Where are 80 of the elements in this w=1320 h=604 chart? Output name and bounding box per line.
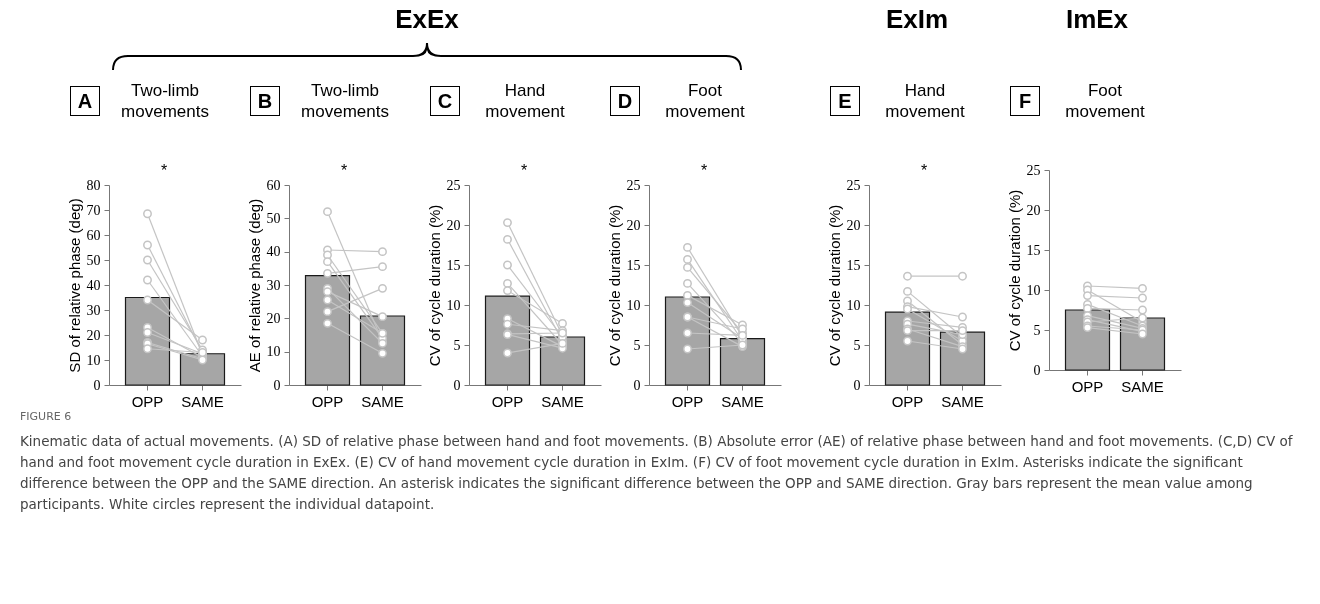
x-tick-label: OPP xyxy=(671,392,704,410)
y-tick-label: 15 xyxy=(846,257,861,273)
y-tick-label: 25 xyxy=(446,177,461,193)
y-tick-label: 10 xyxy=(846,297,861,313)
y-tick-label: 40 xyxy=(266,244,281,260)
chart-title: Hand movement xyxy=(884,80,966,122)
y-axis-title: CV of cycle duration (%) xyxy=(825,204,843,367)
y-tick-label: 10 xyxy=(86,352,101,368)
x-tick-label: SAME xyxy=(181,392,224,410)
chart-title: Hand movement xyxy=(484,80,566,122)
y-axis-title: CV of cycle duration (%) xyxy=(1005,189,1023,352)
text: * xyxy=(520,162,528,179)
text: E xyxy=(830,86,860,116)
y-tick-label: 25 xyxy=(1026,162,1041,178)
x-tick-label: OPP xyxy=(131,392,164,410)
y-axis-title: SD of relative phase (deg) xyxy=(65,198,83,373)
y-tick-label: 40 xyxy=(86,277,101,293)
y-tick-label: 20 xyxy=(446,217,461,233)
x-tick-label: SAME xyxy=(361,392,404,410)
text: Kinematic data of actual movements. (A) SD of relative phase between hand and foot movements. (B) Absolute error (AE) of relative phase between hand and foot movements. (C,D) CV of hand and foot movement cycle duration in ExEx. (E) CV of hand movement cycle duration in ExIm. (F) CV of foot movement cycle duration in ExIm. Asterisks indicate the significant difference between the OPP and the SAME direction. An asterisk indicates the significant difference between the OPP and SAME direction. Gray bars represent the mean value among participants. White circles represent the individual datapoint. xyxy=(20,432,1294,514)
x-tick-label: OPP xyxy=(311,392,344,410)
y-tick-label: 30 xyxy=(86,302,101,318)
y-tick-label: 10 xyxy=(446,297,461,313)
y-tick-label: 5 xyxy=(1033,322,1041,338)
chart-title: Two-limb movements xyxy=(120,80,210,122)
x-tick-label: SAME xyxy=(1121,377,1164,395)
y-tick-label: 15 xyxy=(1026,242,1041,258)
y-axis-title: CV of cycle duration (%) xyxy=(605,204,623,367)
text: A xyxy=(70,86,100,116)
y-tick-label: 20 xyxy=(86,327,101,343)
y-tick-label: 60 xyxy=(86,227,101,243)
text: B xyxy=(250,86,280,116)
y-tick-label: 10 xyxy=(626,297,641,313)
x-tick-label: OPP xyxy=(491,392,524,410)
y-tick-label: 25 xyxy=(846,177,861,193)
x-tick-label: OPP xyxy=(1071,377,1104,395)
y-tick-label: 50 xyxy=(266,210,281,226)
chart-subtitle: ImEx xyxy=(1064,4,1130,35)
x-tick-label: SAME xyxy=(541,392,584,410)
text: * xyxy=(920,162,928,179)
y-tick-label: 20 xyxy=(1026,202,1041,218)
y-tick-label: 10 xyxy=(1026,282,1041,298)
y-tick-label: 0 xyxy=(853,377,861,393)
y-tick-label: 0 xyxy=(93,377,101,393)
text: C xyxy=(430,86,460,116)
x-tick-label: SAME xyxy=(721,392,764,410)
y-axis-title: AE of relative phase (deg) xyxy=(245,198,263,373)
y-tick-label: 25 xyxy=(626,177,641,193)
y-tick-label: 60 xyxy=(266,177,281,193)
y-tick-label: 0 xyxy=(633,377,641,393)
text: * xyxy=(700,162,708,179)
y-tick-label: 20 xyxy=(266,310,281,326)
caption: FIGURE 6 xyxy=(20,410,73,423)
chart-subtitle: ExIm xyxy=(884,4,950,35)
text: D xyxy=(610,86,640,116)
y-tick-label: 20 xyxy=(846,217,861,233)
y-axis-title: CV of cycle duration (%) xyxy=(425,204,443,367)
y-tick-label: 0 xyxy=(1033,362,1041,378)
y-tick-label: 70 xyxy=(86,202,101,218)
y-tick-label: 5 xyxy=(853,337,861,353)
text: * xyxy=(340,162,348,179)
y-tick-label: 0 xyxy=(273,377,281,393)
x-tick-label: OPP xyxy=(891,392,924,410)
y-tick-label: 5 xyxy=(453,337,461,353)
text: F xyxy=(1010,86,1040,116)
y-tick-label: 50 xyxy=(86,252,101,268)
chart-title: Two-limb movements xyxy=(300,80,390,122)
chart-title: Foot movement xyxy=(664,80,746,122)
y-tick-label: 15 xyxy=(446,257,461,273)
text: * xyxy=(160,162,168,179)
y-tick-label: 20 xyxy=(626,217,641,233)
y-tick-label: 80 xyxy=(86,177,101,193)
y-tick-label: 5 xyxy=(633,337,641,353)
text: ExEx xyxy=(394,4,460,35)
chart-title: Foot movement xyxy=(1064,80,1146,122)
y-tick-label: 0 xyxy=(453,377,461,393)
y-tick-label: 15 xyxy=(626,257,641,273)
x-tick-label: SAME xyxy=(941,392,984,410)
y-tick-label: 30 xyxy=(266,277,281,293)
y-tick-label: 10 xyxy=(266,344,281,360)
